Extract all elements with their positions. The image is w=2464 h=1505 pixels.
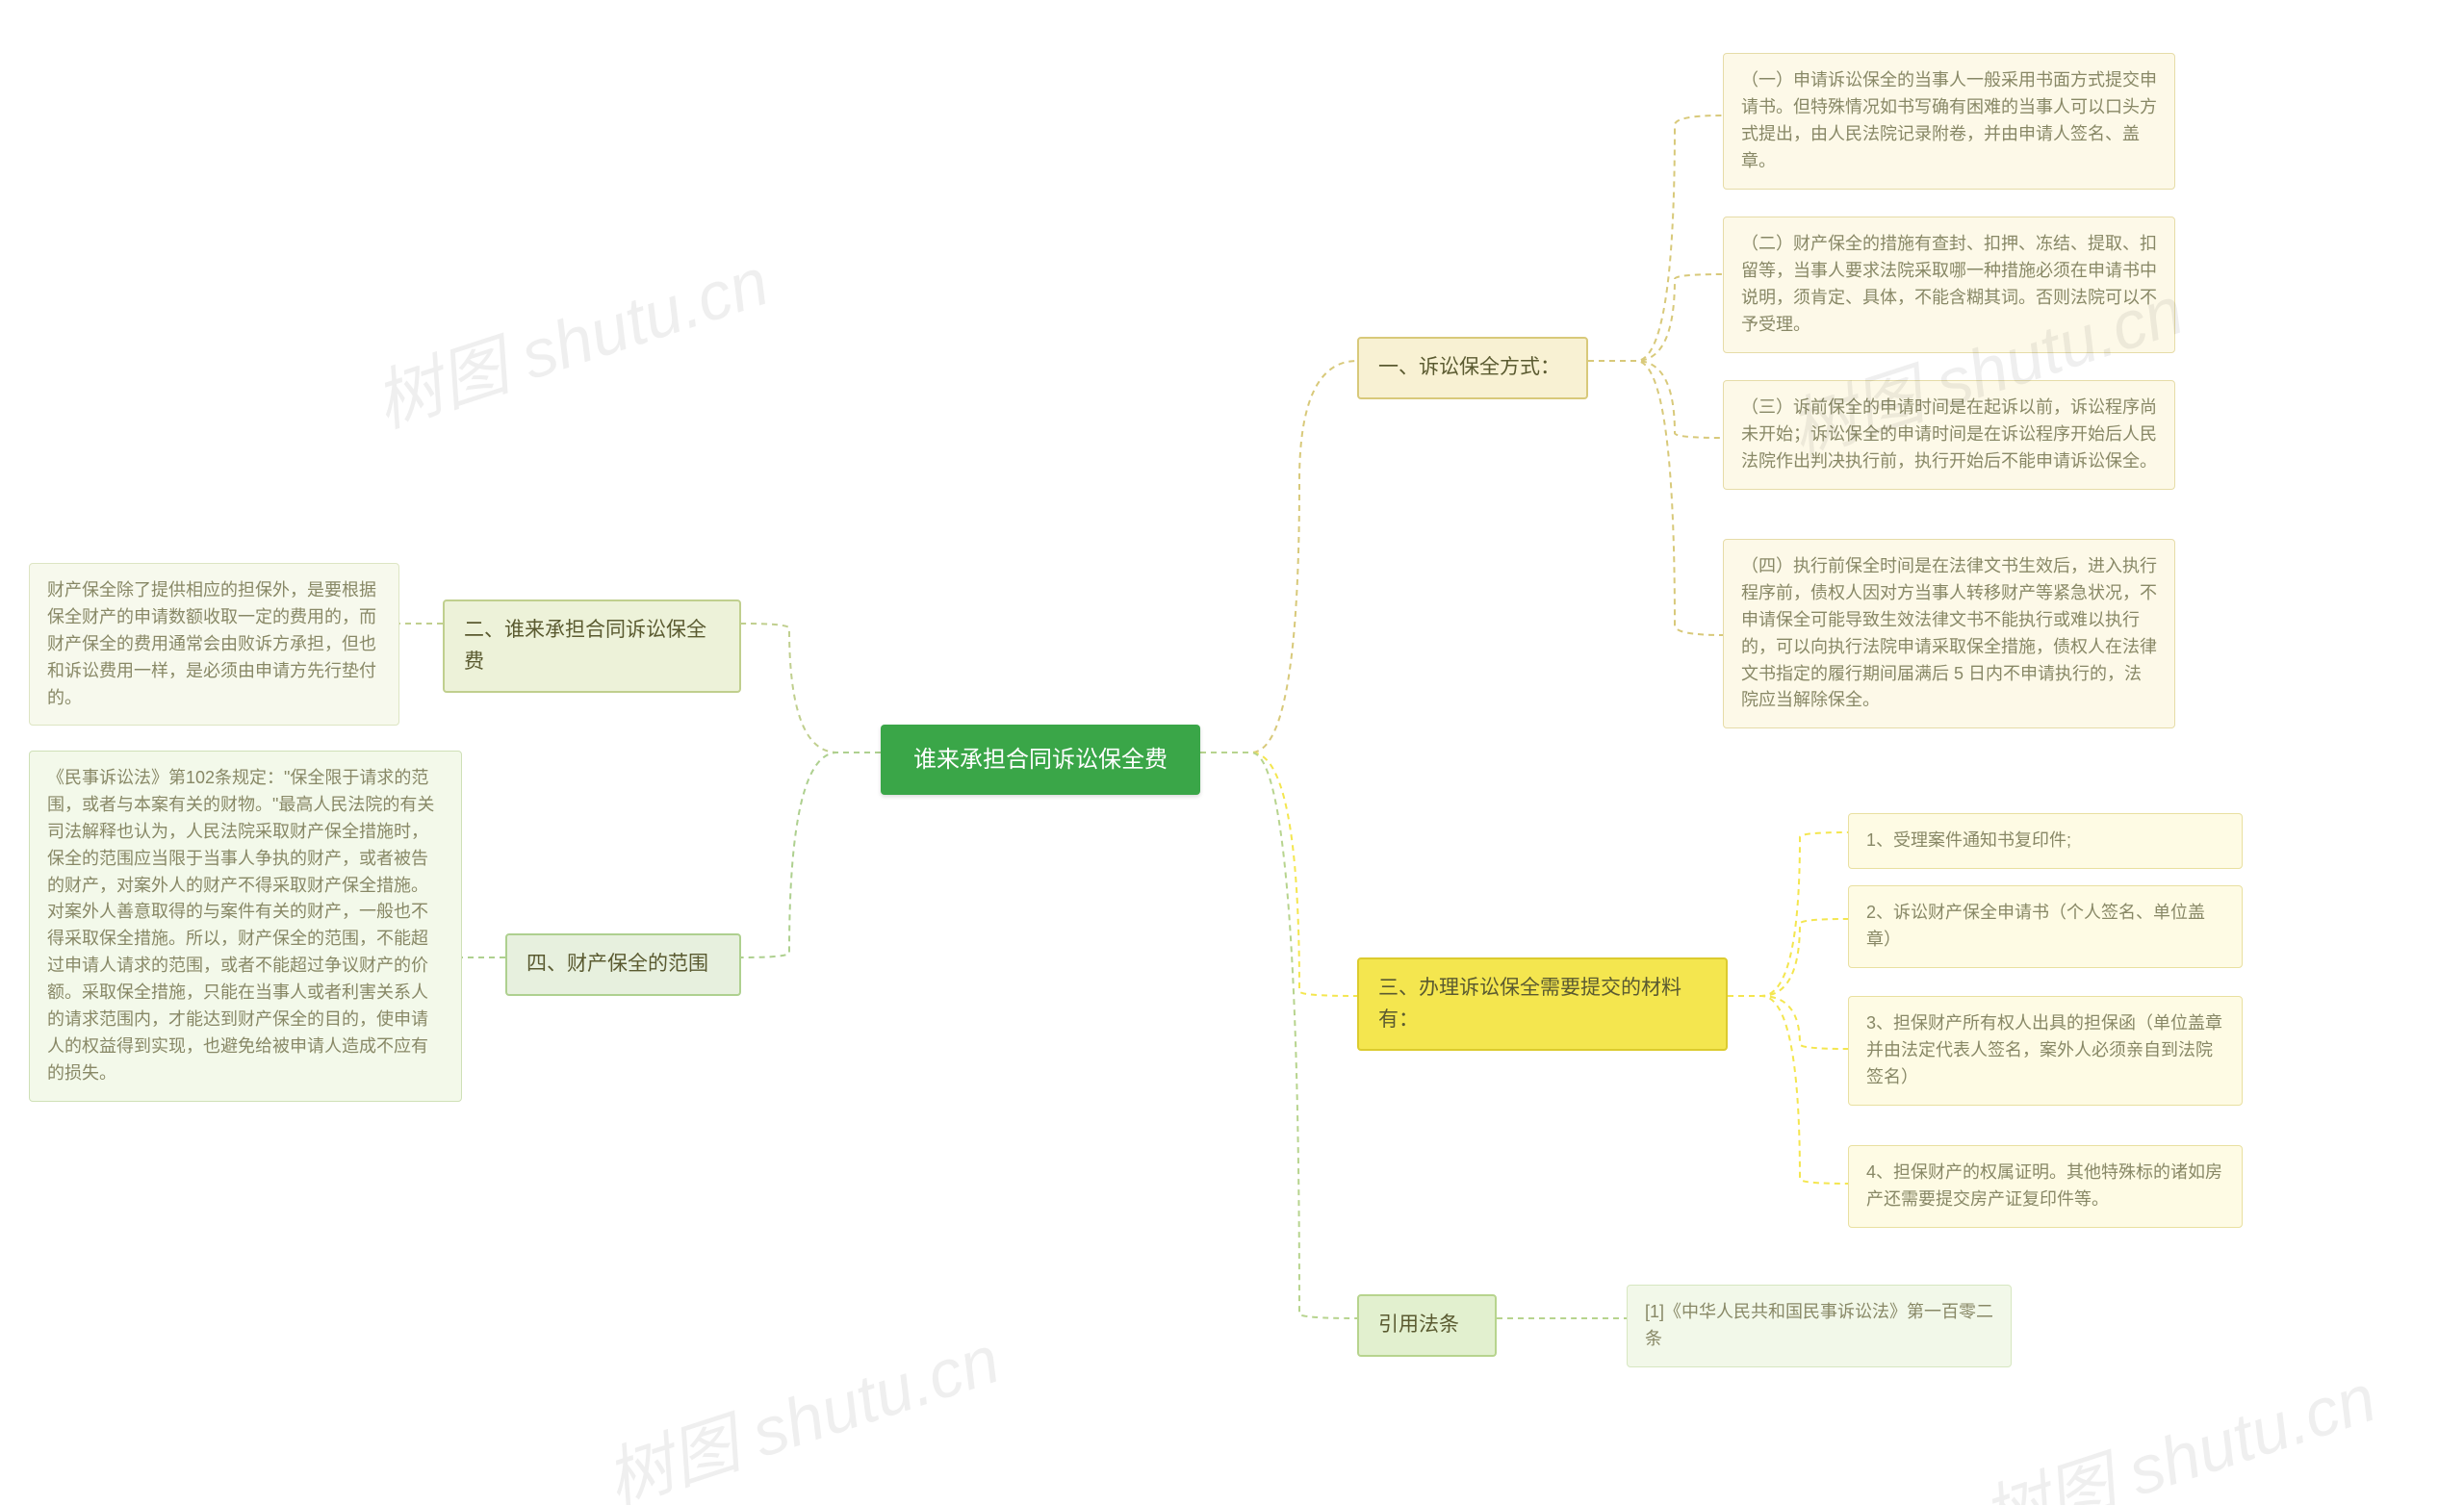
branch-1-label: 一、诉讼保全方式：	[1378, 356, 1560, 378]
leaf-5-1: [1]《中华人民共和国民事诉讼法》第一百零二条	[1627, 1285, 2012, 1367]
branch-2: 二、谁来承担合同诉讼保全费	[443, 599, 741, 693]
leaf-4-1: 《民事诉讼法》第102条规定："保全限于请求的范围，或者与本案有关的财物。"最高…	[29, 751, 462, 1102]
root-node: 谁来承担合同诉讼保全费	[881, 725, 1200, 795]
watermark-3: 树图 shutu.cn	[592, 1306, 1011, 1505]
branch-2-label: 二、谁来承担合同诉讼保全费	[464, 619, 706, 673]
watermark-1: 树图 shutu.cn	[361, 228, 780, 446]
branch-4: 四、财产保全的范围	[505, 933, 741, 996]
leaf-3-2: 2、诉讼财产保全申请书（个人签名、单位盖章）	[1848, 885, 2243, 968]
leaf-1-3: （三）诉前保全的申请时间是在起诉以前，诉讼程序尚未开始；诉讼保全的申请时间是在诉…	[1723, 380, 2175, 490]
branch-3-label: 三、办理诉讼保全需要提交的材料有：	[1378, 977, 1681, 1031]
leaf-1-4: （四）执行前保全时间是在法律文书生效后，进入执行程序前，债权人因对方当事人转移财…	[1723, 539, 2175, 728]
leaf-1-2: （二）财产保全的措施有查封、扣押、冻结、提取、扣留等，当事人要求法院采取哪一种措…	[1723, 217, 2175, 353]
branch-5: 引用法条	[1357, 1294, 1497, 1357]
branch-5-label: 引用法条	[1378, 1314, 1459, 1336]
branch-1: 一、诉讼保全方式：	[1357, 337, 1588, 399]
branch-4-label: 四、财产保全的范围	[526, 953, 708, 975]
leaf-2-1: 财产保全除了提供相应的担保外，是要根据保全财产的申请数额收取一定的费用的，而财产…	[29, 563, 399, 726]
leaf-1-1: （一）申请诉讼保全的当事人一般采用书面方式提交申请书。但特殊情况如书写确有困难的…	[1723, 53, 2175, 190]
leaf-3-4: 4、担保财产的权属证明。其他特殊标的诸如房产还需要提交房产证复印件等。	[1848, 1145, 2243, 1228]
root-label: 谁来承担合同诉讼保全费	[913, 747, 1168, 773]
leaf-3-1: 1、受理案件通知书复印件;	[1848, 813, 2243, 869]
watermark-4: 树图 shutu.cn	[1968, 1344, 2387, 1505]
leaf-3-3: 3、担保财产所有权人出具的担保函（单位盖章并由法定代表人签名，案外人必须亲自到法…	[1848, 996, 2243, 1106]
branch-3: 三、办理诉讼保全需要提交的材料有：	[1357, 957, 1728, 1051]
